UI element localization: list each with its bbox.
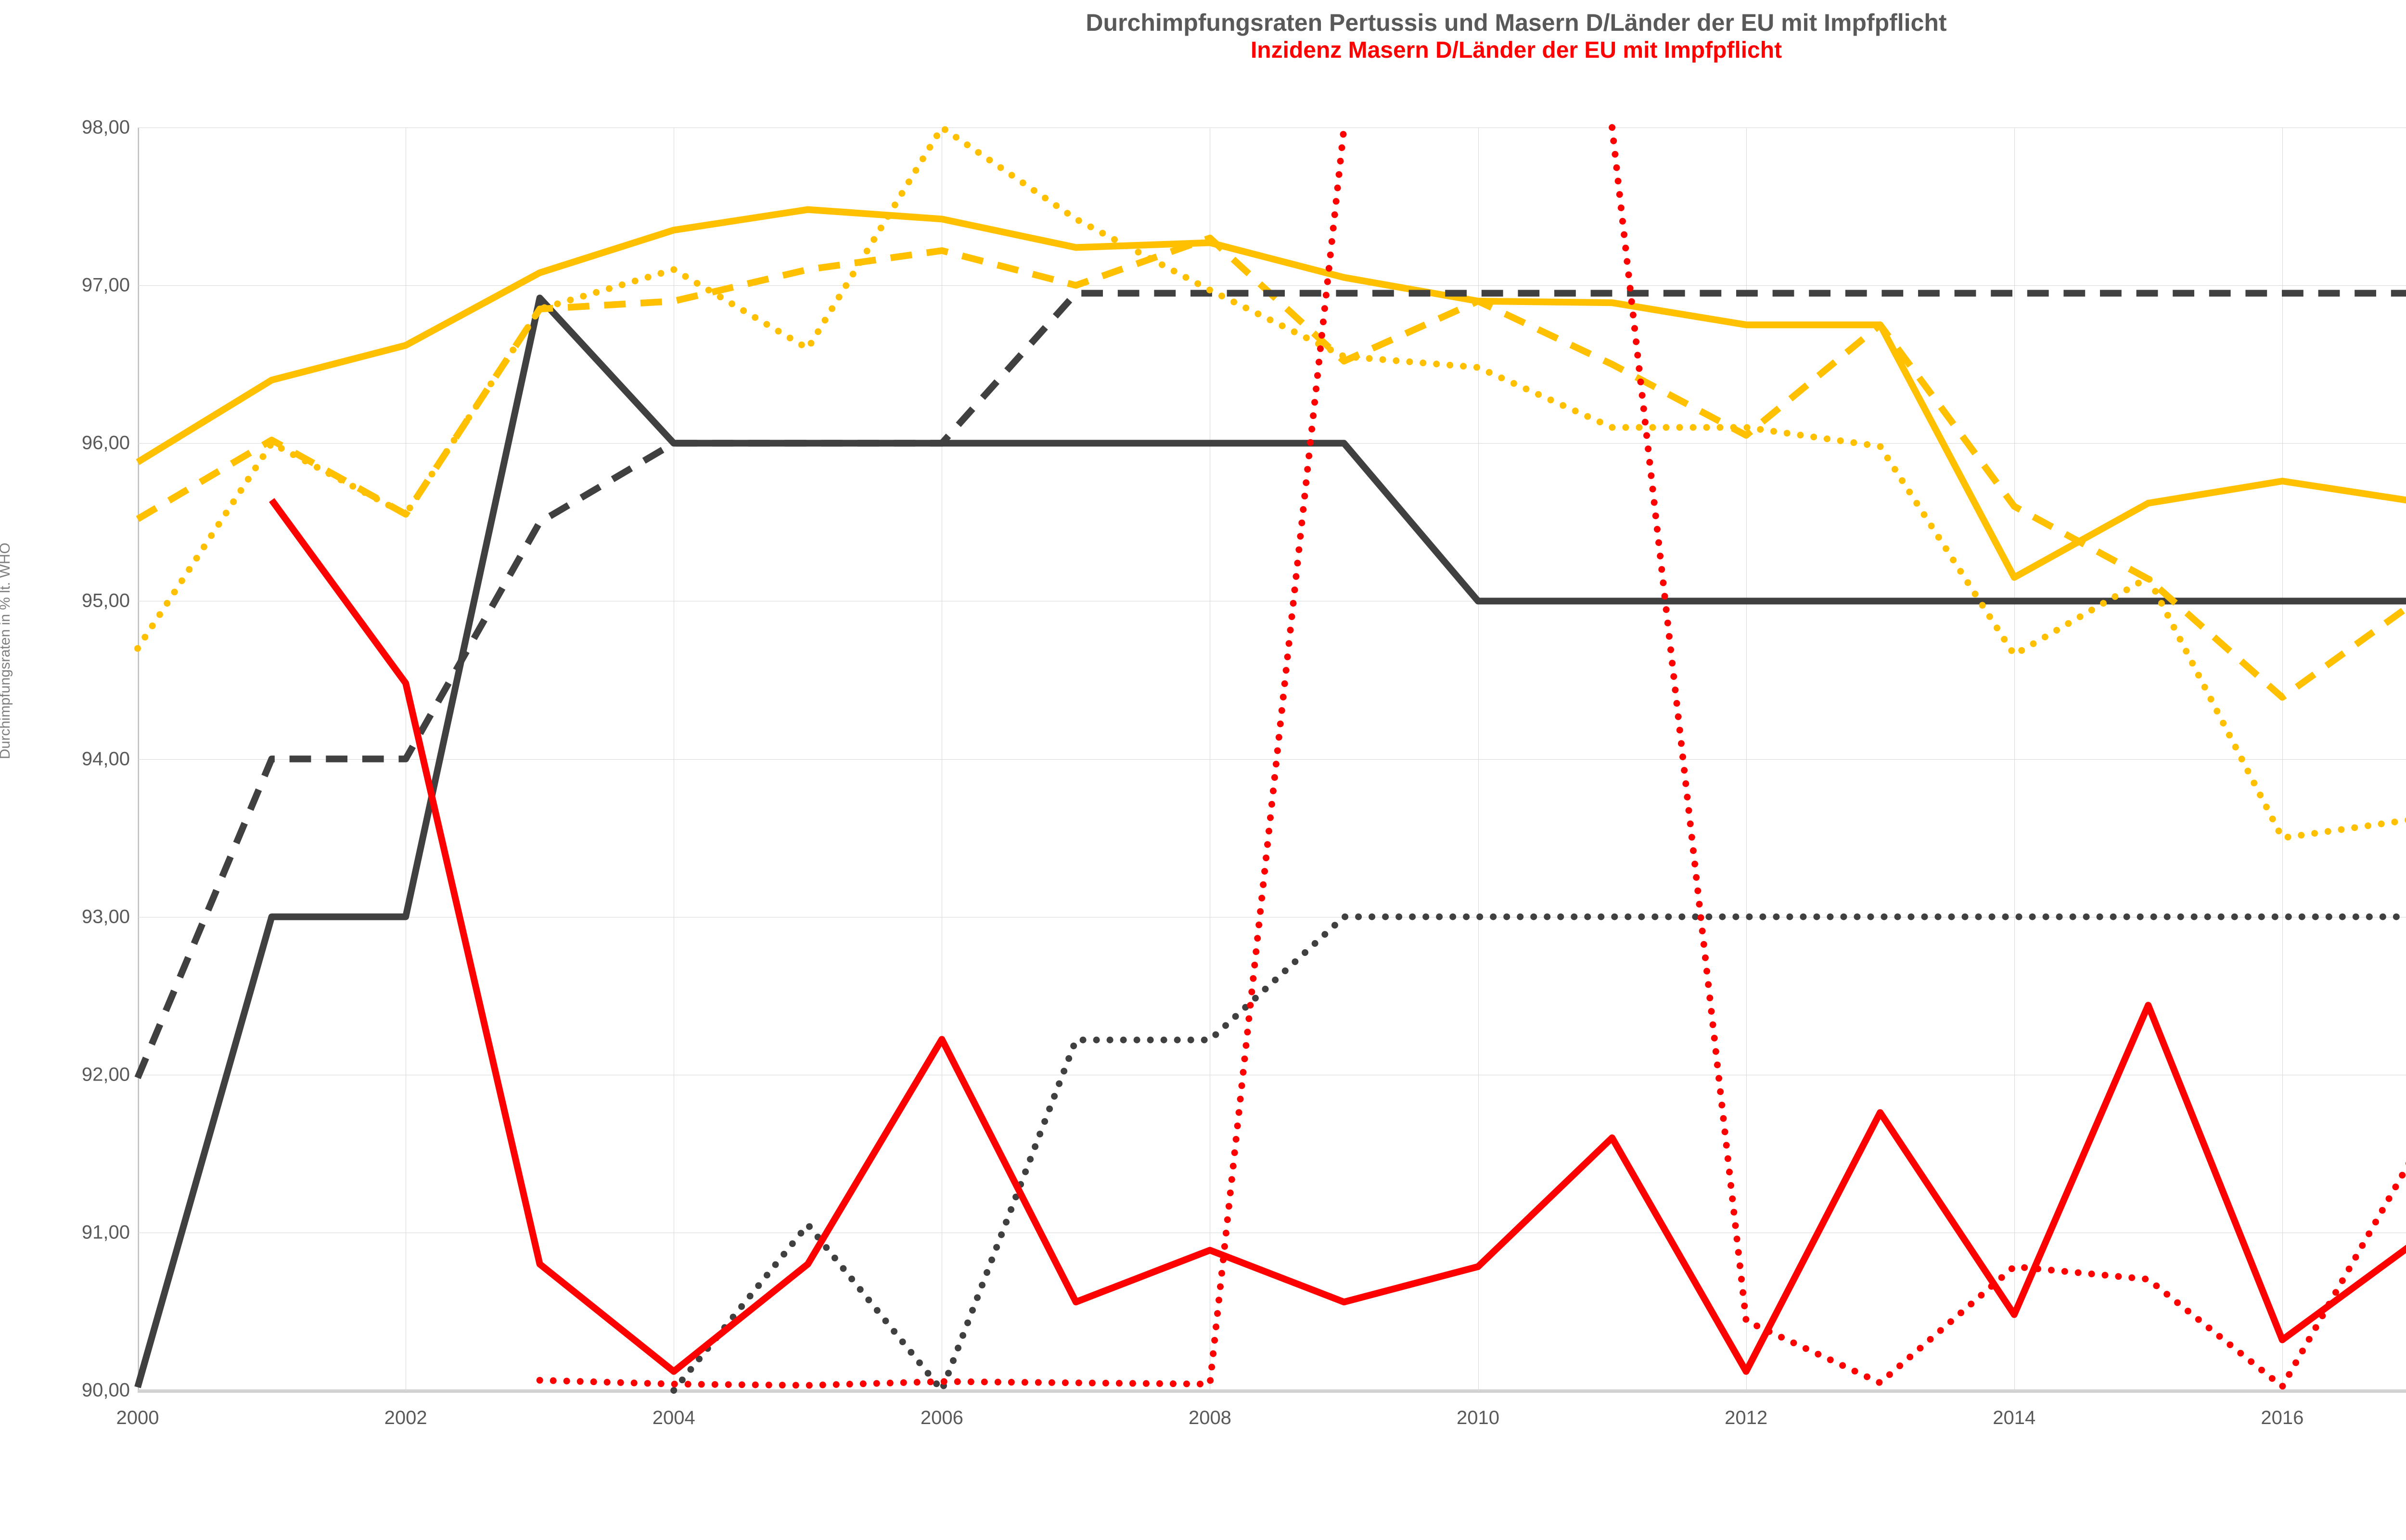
gridline-horizontal: [138, 759, 2406, 760]
series-line: [536, 124, 1347, 1389]
x-tick-label: 2002: [384, 1407, 427, 1428]
left-tick-label: 92,00: [81, 1064, 130, 1085]
gridline-horizontal: [138, 1390, 2406, 1391]
series-line: [134, 294, 2406, 1388]
page-subtitle: Inzidenz Masern D/Länder der EU mit Impf…: [1250, 38, 1782, 63]
gridline-horizontal: [138, 285, 2406, 286]
left-tick-label: 96,00: [81, 432, 130, 454]
bottom-axis-line: [138, 1389, 2406, 1393]
x-tick-label: 2006: [920, 1407, 963, 1428]
chart-titles: Durchimpfungsraten Pertussis und Masern …: [0, 9, 2406, 64]
series-line: [134, 290, 2406, 1080]
x-tick-label: 2000: [116, 1407, 159, 1428]
left-tick-label: 98,00: [81, 116, 130, 138]
x-tick-label: 2016: [2261, 1407, 2304, 1428]
gridline-vertical: [1746, 127, 1747, 1390]
series-line: [136, 234, 2406, 701]
series-line: [136, 206, 2406, 581]
series-line: [1609, 124, 2406, 1390]
x-tick-label: 2010: [1457, 1407, 1500, 1428]
page-title: Durchimpfungsraten Pertussis und Masern …: [1086, 9, 1947, 36]
series-line: [269, 498, 2406, 1375]
gridline-vertical: [1478, 127, 1479, 1390]
gridline-horizontal: [138, 127, 2406, 128]
left-tick-label: 94,00: [81, 748, 130, 769]
plot-area: [134, 124, 2406, 1394]
gridline-vertical: [2282, 127, 2283, 1390]
series-layer: [134, 124, 2406, 1394]
left-tick-label: 93,00: [81, 906, 130, 928]
x-tick-label: 2012: [1725, 1407, 1768, 1428]
left-tick-label: 90,00: [81, 1379, 130, 1401]
left-tick-label: 91,00: [81, 1222, 130, 1243]
gridline-vertical: [2014, 127, 2015, 1390]
x-tick-label: 2008: [1188, 1407, 1231, 1428]
left-tick-label: 95,00: [81, 590, 130, 611]
x-tick-label: 2014: [1993, 1407, 2036, 1428]
left-tick-label: 97,00: [81, 274, 130, 296]
series-line: [134, 124, 2406, 841]
left-axis-ticks: 90,00 91,00 92,00 93,00 94,00 95,00 96,00 97,00…: [0, 0, 133, 1540]
series-line: [670, 913, 2406, 1394]
x-tick-label: 2004: [652, 1407, 695, 1428]
